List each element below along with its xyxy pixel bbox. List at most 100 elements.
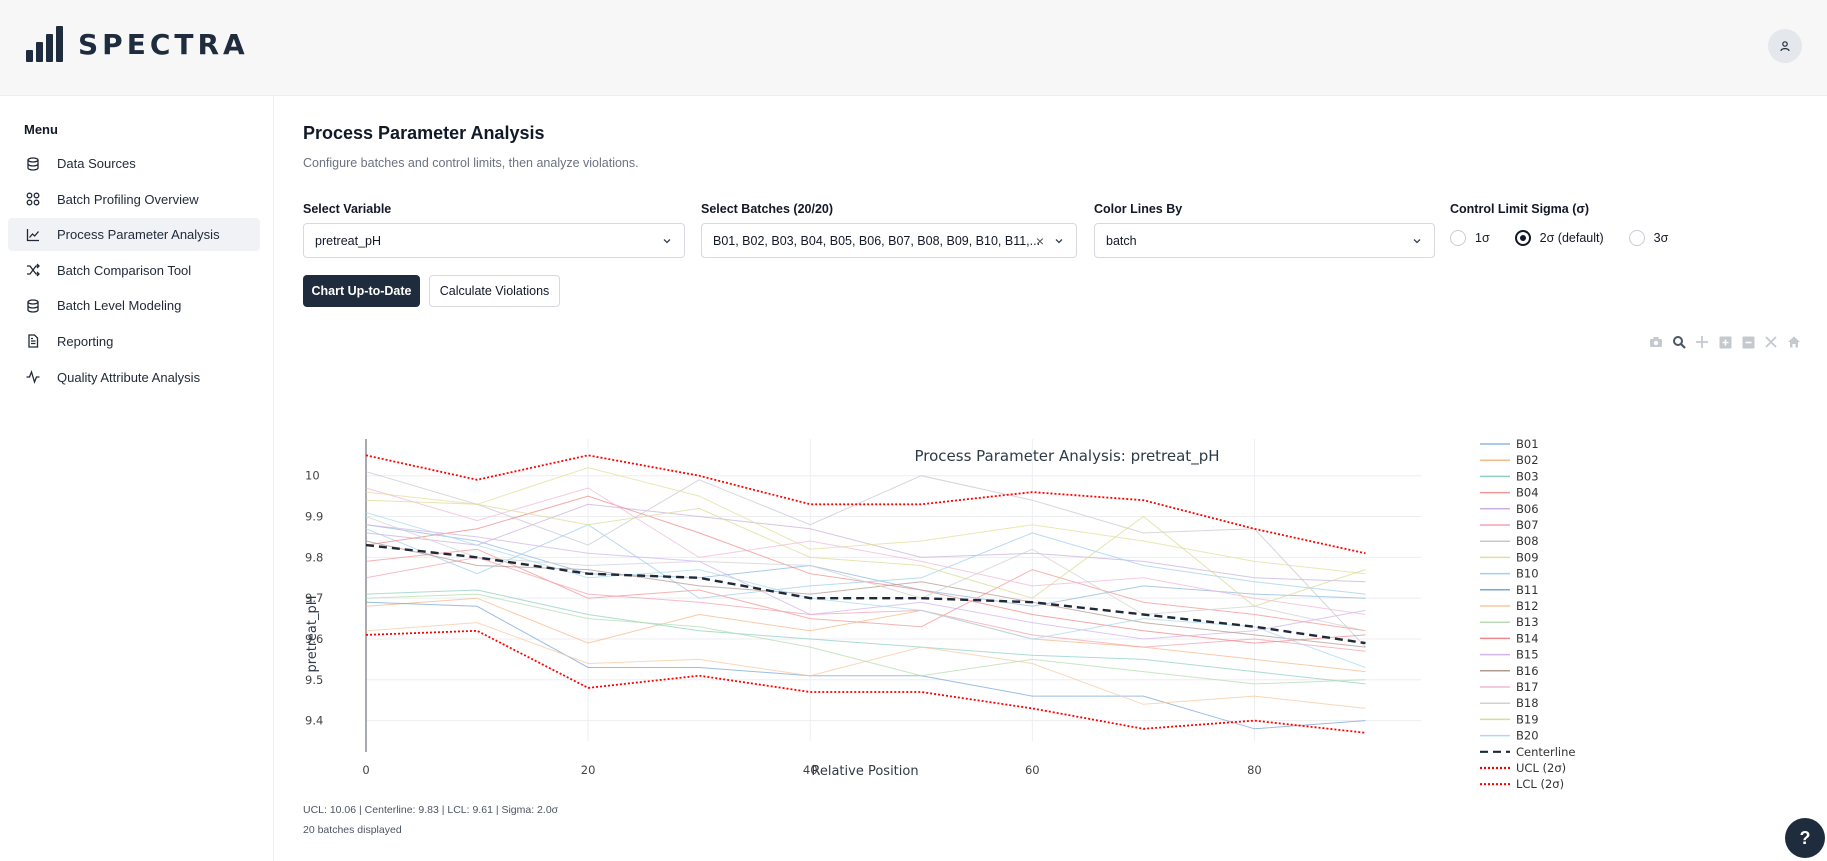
legend-entry[interactable]: B06 <box>1516 502 1539 516</box>
user-icon <box>1780 41 1790 52</box>
series-line-b04[interactable] <box>365 548 1366 632</box>
series-line-b12[interactable] <box>365 622 1366 709</box>
sidebar-item-batch-level-modeling[interactable]: Batch Level Modeling <box>8 289 260 322</box>
sigma-option-2[interactable]: 2σ (default) <box>1514 230 1604 246</box>
series-line-b03[interactable] <box>365 589 1366 685</box>
shuffle-icon <box>27 263 40 277</box>
clear-icon[interactable]: × <box>1035 233 1044 249</box>
legend[interactable]: B01 B02 B03 B04 B06 B07 B08 B09 B10 B11 B12 B13 B14 B… <box>1480 437 1575 791</box>
legend-entry[interactable]: B20 <box>1516 729 1539 743</box>
calculate-violations-button[interactable]: Calculate Violations <box>429 275 560 307</box>
brand-name: SPECTRA <box>78 27 249 61</box>
legend-entry[interactable]: B10 <box>1516 567 1539 581</box>
legend-entry[interactable]: B02 <box>1516 453 1539 467</box>
document-icon <box>28 334 39 349</box>
zoom-in-icon[interactable] <box>1718 335 1732 349</box>
series-line-b16[interactable] <box>365 540 1366 648</box>
series-line-b19[interactable] <box>365 499 1366 607</box>
camera-icon[interactable] <box>1649 335 1663 349</box>
legend-entry[interactable]: B14 <box>1516 631 1539 645</box>
legend-entry[interactable]: B11 <box>1516 583 1539 597</box>
variable-select[interactable]: pretreat_pH <box>303 223 685 258</box>
series-line-b15[interactable] <box>365 524 1366 640</box>
legend-entry[interactable]: B18 <box>1516 696 1539 710</box>
sidebar-item-data-sources[interactable]: Data Sources <box>8 147 260 180</box>
bar-chart-logo-icon <box>26 26 63 62</box>
legend-entry[interactable]: B08 <box>1516 534 1539 548</box>
y-tick-label: 9.5 <box>305 673 323 687</box>
radio-circle[interactable] <box>1450 230 1466 246</box>
x-tick-label: 40 <box>803 763 818 777</box>
user-avatar-button[interactable] <box>1768 29 1802 63</box>
control-limit-summary: UCL: 10.06 | Centerline: 9.83 | LCL: 9.6… <box>303 804 559 816</box>
series-line-b11[interactable] <box>365 601 1366 730</box>
y-tick-label: 9.7 <box>305 591 323 605</box>
sidebar-item-label: Quality Attribute Analysis <box>57 369 201 385</box>
axis-layer: 9.4 9.5 9.6 9.7 9.8 9.9 10 0 20 40 60 80 <box>305 439 1262 777</box>
legend-entry[interactable]: B09 <box>1516 550 1539 564</box>
series-line-b08[interactable] <box>365 471 1366 648</box>
sidebar-item-label: Process Parameter Analysis <box>57 227 220 243</box>
series-line-ucl-2[interactable] <box>365 454 1366 555</box>
series-line-centerline[interactable] <box>365 543 1366 645</box>
series-line-b13[interactable] <box>365 593 1366 685</box>
zoom-icon[interactable] <box>1672 335 1686 349</box>
autoscale-icon[interactable] <box>1764 335 1778 349</box>
legend-entry[interactable]: UCL (2σ) <box>1516 761 1566 775</box>
chart-stats: UCL: 10.06 | Centerline: 9.83 | LCL: 9.6… <box>303 800 558 840</box>
batches-multiselect[interactable]: B01, B02, B03, B04, B05, B06, B07, B08, … <box>701 223 1077 258</box>
series-line-b02[interactable] <box>365 597 1366 673</box>
series-line-b07[interactable] <box>365 556 1366 652</box>
sidebar-item-quality-attribute-analysis[interactable]: Quality Attribute Analysis <box>8 361 260 394</box>
series-line-lcl-2[interactable] <box>365 629 1366 734</box>
zoom-out-icon[interactable] <box>1741 335 1755 349</box>
sidebar: Menu Data Sources Batch Profiling Overvi… <box>0 96 274 861</box>
legend-entry[interactable]: B19 <box>1516 712 1539 726</box>
pan-icon[interactable] <box>1695 335 1709 349</box>
plot-modebar <box>1640 335 1801 349</box>
legend-entry[interactable]: B13 <box>1516 615 1539 629</box>
color-by-select-value: batch <box>1106 233 1137 248</box>
legend-entry[interactable]: B15 <box>1516 648 1539 662</box>
radio-label: 1σ <box>1475 231 1490 245</box>
radio-circle-selected[interactable] <box>1514 230 1531 246</box>
y-axis-label: pretreat_pH <box>305 595 320 672</box>
legend-entry[interactable]: B17 <box>1516 680 1539 694</box>
sidebar-item-reporting[interactable]: Reporting <box>8 325 260 358</box>
help-button[interactable]: ? <box>1785 818 1825 858</box>
legend-entry[interactable]: LCL (2σ) <box>1516 777 1564 791</box>
sigma-option-1[interactable]: 1σ <box>1450 230 1490 246</box>
legend-entry[interactable]: B12 <box>1516 599 1539 613</box>
legend-entry[interactable]: B07 <box>1516 518 1539 532</box>
legend-entry[interactable]: B03 <box>1516 469 1539 483</box>
radio-label: 2σ (default) <box>1539 231 1604 245</box>
legend-entry[interactable]: B04 <box>1516 486 1539 500</box>
logo: SPECTRA <box>26 26 249 62</box>
legend-entry[interactable]: Centerline <box>1516 745 1575 759</box>
legend-entry[interactable]: B16 <box>1516 664 1539 678</box>
series-layer <box>365 454 1366 734</box>
chevron-down-icon <box>1055 239 1063 244</box>
chart-up-to-date-button[interactable]: Chart Up-to-Date <box>303 275 420 307</box>
line-chart-icon <box>26 228 39 241</box>
sidebar-item-label: Batch Level Modeling <box>57 298 182 314</box>
batch-count-text: 20 batches displayed <box>303 824 402 836</box>
y-tick-label: 9.4 <box>305 714 323 728</box>
radio-circle[interactable] <box>1628 230 1645 246</box>
sidebar-item-batch-comparison-tool[interactable]: Batch Comparison Tool <box>8 254 260 287</box>
series-line-b20[interactable] <box>365 512 1366 668</box>
sidebar-item-batch-profiling-overview[interactable]: Batch Profiling Overview <box>8 183 260 216</box>
color-by-select[interactable]: batch <box>1094 223 1435 258</box>
sigma-option-3[interactable]: 3σ <box>1628 230 1668 246</box>
control-chart[interactable]: Process Parameter Analysis: pretreat_pH … <box>275 342 1827 792</box>
menu-title: Menu <box>24 122 58 137</box>
sidebar-item-process-parameter-analysis[interactable]: Process Parameter Analysis <box>8 218 260 252</box>
legend-entry[interactable]: B01 <box>1516 437 1539 451</box>
series-line-b09[interactable] <box>365 467 1366 575</box>
series-line-b01[interactable] <box>365 524 1366 607</box>
home-icon[interactable] <box>1787 335 1801 349</box>
sigma-radio-group: 1σ 2σ (default) 3σ <box>1450 230 1693 246</box>
series-line-b17[interactable] <box>365 487 1366 615</box>
chevron-down-icon <box>663 239 671 244</box>
sidebar-item-label: Batch Comparison Tool <box>57 262 192 278</box>
